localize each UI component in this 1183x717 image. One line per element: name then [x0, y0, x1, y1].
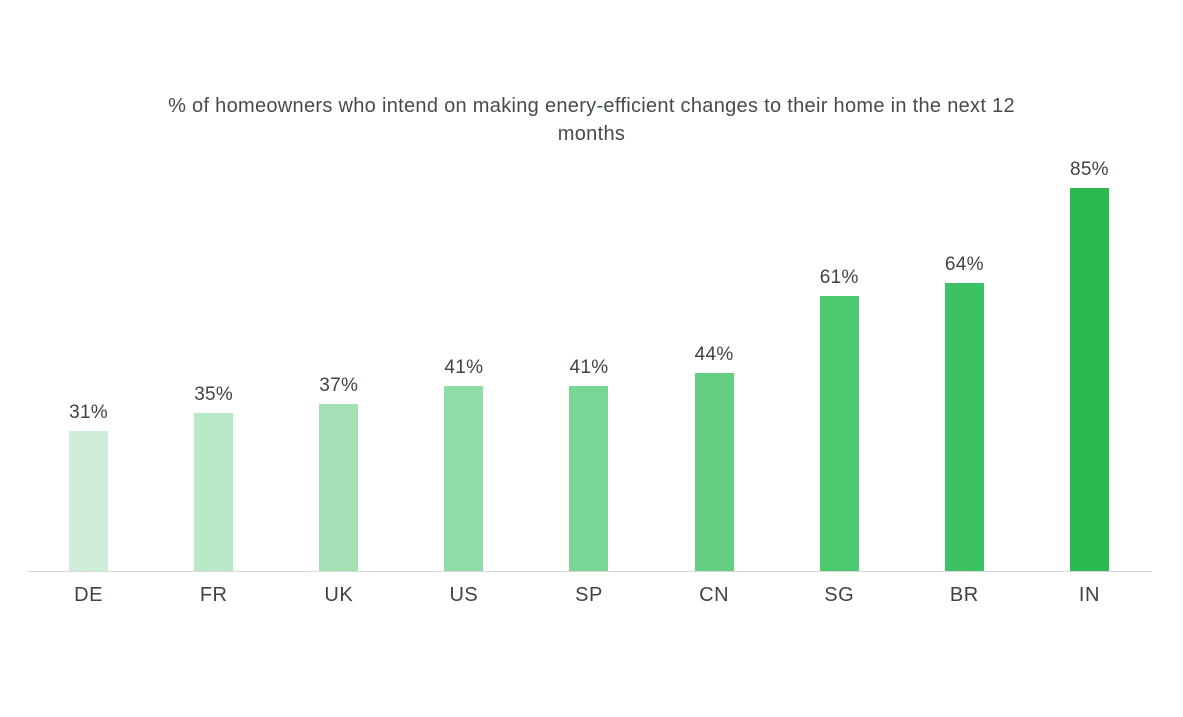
- bar-sp: [569, 386, 609, 571]
- x-axis-label-sp: SP: [575, 584, 603, 606]
- bar-us: [444, 386, 484, 571]
- x-axis-label-uk: UK: [324, 584, 354, 606]
- x-axis-label-sg: SG: [824, 584, 855, 606]
- x-axis-label-de: DE: [74, 584, 103, 606]
- x-axis-label-br: BR: [949, 584, 979, 606]
- bar-value-label: 31%: [69, 402, 109, 423]
- bar-value-label: 64%: [944, 254, 984, 275]
- bar-sg: [819, 296, 859, 571]
- bar-column-sg: 61%: [777, 0, 902, 571]
- bar-value-label: 44%: [694, 344, 734, 365]
- bar-br: [944, 283, 984, 571]
- bar-column-br: 64%: [902, 0, 1027, 571]
- bar-column-fr: 35%: [151, 0, 276, 571]
- bar-value-label: 85%: [1069, 159, 1109, 180]
- bar-column-de: 31%: [26, 0, 151, 571]
- bar-value-label: 41%: [569, 357, 609, 378]
- bar-column-sp: 41%: [526, 0, 651, 571]
- bar-value-label: 61%: [819, 267, 859, 288]
- bar-fr: [194, 413, 234, 571]
- bar-de: [69, 431, 109, 571]
- bar-column-us: 41%: [401, 0, 526, 571]
- x-axis-labels: DE FR UK US SP CN SG BR IN: [26, 584, 1152, 607]
- x-axis-line: [28, 571, 1152, 572]
- x-axis-label-in: IN: [1078, 584, 1100, 606]
- bar-value-label: 35%: [194, 384, 234, 405]
- bar-column-uk: 37%: [276, 0, 401, 571]
- plot-area: 31% 35% 37% 41% 41% 44% 61% 64% 85% DE FR UK US SP CN…: [26, 0, 1152, 606]
- x-axis-label-us: US: [449, 584, 479, 606]
- bar-cn: [694, 373, 734, 571]
- bar-uk: [319, 404, 359, 571]
- x-axis-label-fr: FR: [199, 584, 228, 606]
- bar-column-in: 85%: [1027, 0, 1152, 571]
- x-axis-label-cn: CN: [699, 584, 730, 606]
- bar-column-cn: 44%: [652, 0, 777, 571]
- chart-title: % of homeowners who intend on making ene…: [168, 95, 1015, 145]
- bar-in: [1069, 188, 1109, 571]
- bars-container: 31% 35% 37% 41% 41% 44% 61% 64% 85%: [26, 0, 1152, 571]
- bar-value-label: 37%: [319, 375, 359, 396]
- bar-value-label: 41%: [444, 357, 484, 378]
